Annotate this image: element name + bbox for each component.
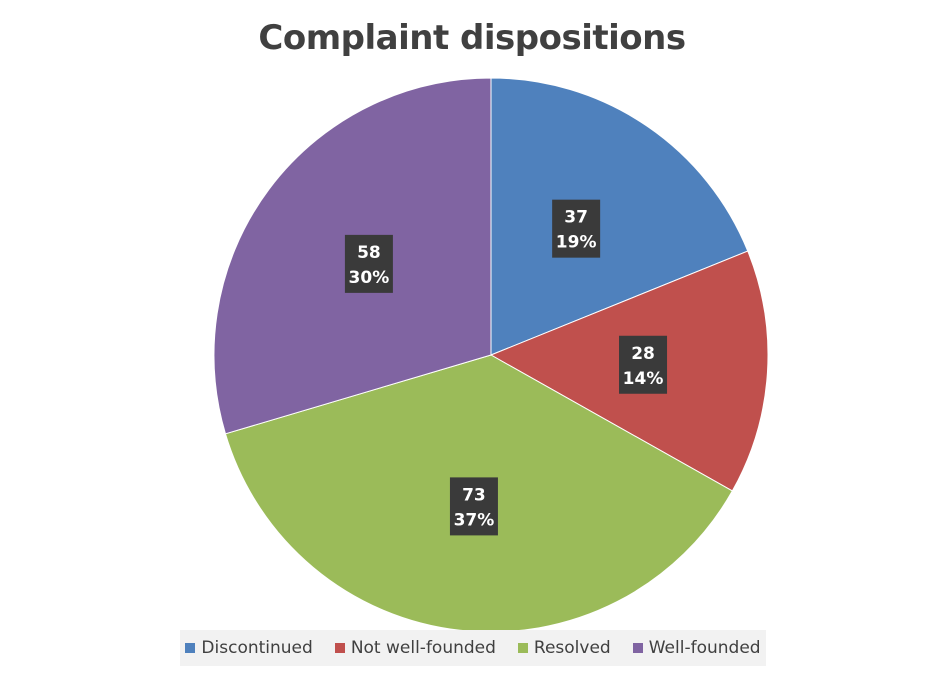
legend-label: Well-founded xyxy=(648,638,761,658)
data-label-value: 28 xyxy=(631,344,655,364)
legend-swatch xyxy=(632,643,643,653)
data-label-value: 37 xyxy=(564,208,588,228)
legend-label: Not well-founded xyxy=(350,638,496,658)
legend-swatch xyxy=(517,643,528,653)
data-label-percent: 19% xyxy=(556,233,597,253)
data-label-value: 58 xyxy=(357,243,381,263)
data-label-box xyxy=(449,477,498,536)
data-label-box xyxy=(344,234,393,293)
data-label-percent: 14% xyxy=(623,369,664,389)
legend: Discontinued Not well-founded Resolved Well… xyxy=(180,630,766,666)
data-label-box xyxy=(552,199,601,258)
data-label-value: 73 xyxy=(462,485,486,505)
legend-swatch xyxy=(334,643,345,653)
pie-slice-discontinued xyxy=(490,77,749,356)
data-label-percent: 37% xyxy=(454,510,495,530)
legend-label: Resolved xyxy=(533,638,611,658)
legend-item: Discontinued xyxy=(185,638,313,658)
legend-item: Resolved xyxy=(517,638,611,658)
legend-item: Not well-founded xyxy=(334,638,496,658)
pie-slices xyxy=(213,77,769,633)
legend-label: Discontinued xyxy=(201,638,313,658)
legend-item: Well-founded xyxy=(632,638,761,658)
chart-title: Complaint dispositions xyxy=(258,18,686,58)
data-label-percent: 30% xyxy=(349,268,390,288)
data-label-box xyxy=(619,335,668,394)
legend-swatch xyxy=(185,643,196,653)
